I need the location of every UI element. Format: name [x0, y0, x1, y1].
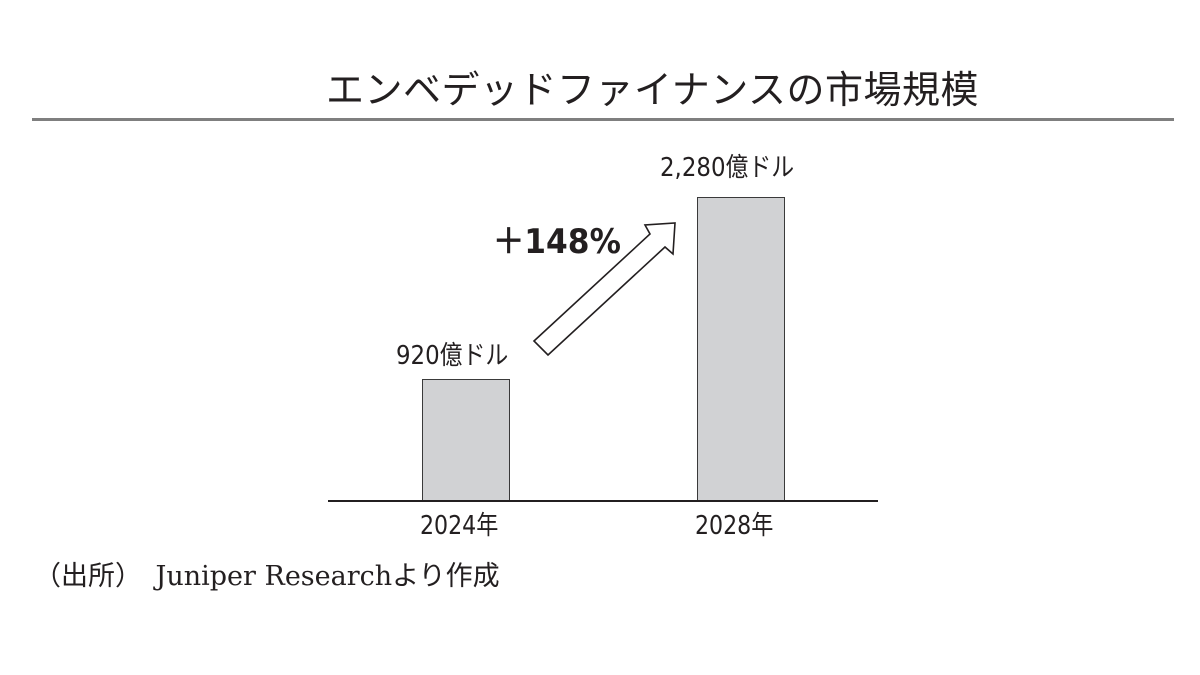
chart-title: エンベデッドファイナンスの市場規模 [326, 68, 979, 112]
x-tick-label-2024: 2024年 [420, 511, 499, 541]
x-tick-label-2028: 2028年 [695, 511, 774, 541]
source-note: （出所） Juniper Researchより作成 [34, 561, 500, 592]
title-divider [32, 118, 1174, 121]
bar-2028 [697, 197, 785, 501]
growth-annotation: ＋148% [493, 222, 621, 262]
x-axis-line [328, 500, 878, 502]
bar-2024 [422, 379, 510, 501]
bar-value-label-2024: 920億ドル [396, 341, 509, 371]
bar-value-label-2028: 2,280億ドル [660, 153, 795, 183]
